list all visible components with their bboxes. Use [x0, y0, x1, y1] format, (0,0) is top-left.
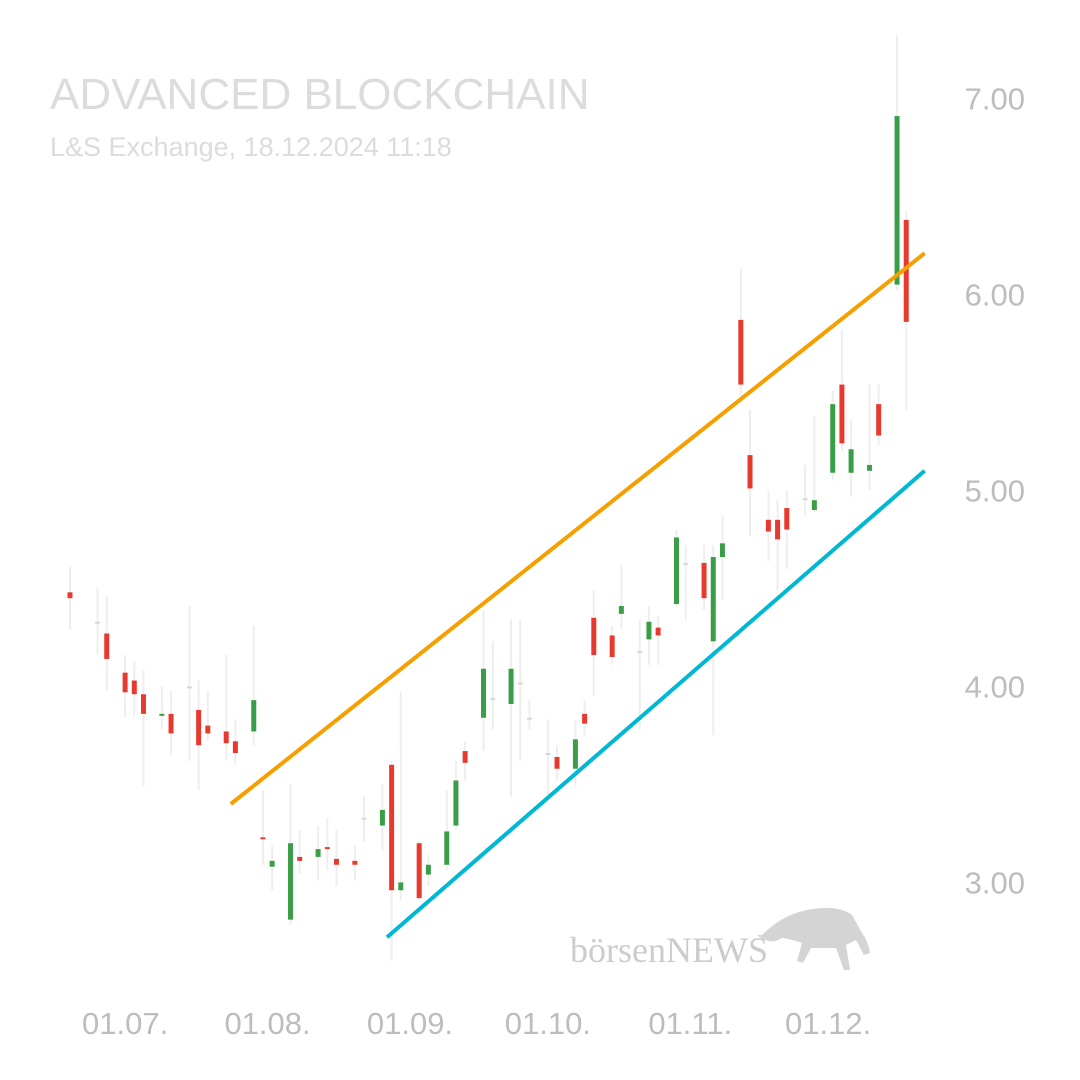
candle-body [848, 449, 854, 473]
candle-body [269, 860, 275, 867]
candle-body [122, 672, 128, 693]
candle-body [352, 860, 358, 865]
candle-body [508, 668, 514, 705]
chart-title: ADVANCED BLOCKCHAIN [50, 70, 590, 119]
candle-body [811, 500, 817, 510]
candle-body [288, 843, 294, 920]
candle-body [582, 713, 588, 724]
candle-body [876, 404, 882, 436]
candle-body [260, 837, 266, 840]
candle-body [389, 764, 395, 891]
candle-body [618, 606, 624, 614]
candle-body [481, 668, 487, 718]
candle-body [517, 682, 523, 685]
candle-body [333, 858, 339, 865]
candle-body [159, 713, 165, 716]
x-tick-label: 01.10. [505, 1006, 591, 1041]
candle-body [425, 864, 431, 875]
candle-body [315, 849, 321, 857]
candle-body [324, 847, 330, 850]
candle-body [802, 498, 808, 501]
trend-line [385, 469, 926, 939]
candle-body [104, 633, 110, 659]
candle-body [205, 725, 211, 734]
candle-body [196, 709, 202, 746]
candle-body [683, 562, 689, 565]
candle-body [903, 219, 909, 322]
x-tick-label: 01.08. [224, 1006, 310, 1041]
candle-body [554, 756, 560, 769]
candle-body [223, 731, 229, 744]
candle-body [297, 856, 303, 861]
candle-body [747, 455, 753, 489]
candle-body [830, 404, 836, 473]
y-tick-label: 7.00 [965, 81, 1025, 116]
candle-body [738, 319, 744, 385]
candle-body [453, 780, 459, 826]
candle-body [710, 557, 716, 642]
candle-body [416, 843, 422, 899]
y-tick-label: 4.00 [965, 669, 1025, 704]
candle-body [591, 617, 597, 656]
x-tick-label: 01.11. [648, 1006, 732, 1041]
candle-body [95, 621, 101, 624]
candle-body [701, 562, 707, 599]
candle-body [251, 700, 257, 732]
candle-body [775, 519, 781, 540]
y-tick-label: 6.00 [965, 277, 1025, 312]
candle-body [545, 753, 551, 756]
candle-body [168, 713, 174, 734]
candle-body [379, 809, 385, 826]
candle-body [140, 694, 146, 714]
candle-body [609, 635, 615, 657]
candle-body [784, 508, 790, 530]
candle-body [444, 831, 450, 865]
candle-body [462, 751, 468, 763]
candle-body [765, 519, 771, 532]
candle-body [646, 621, 652, 640]
candle-body [894, 116, 900, 285]
candle-body [866, 464, 872, 471]
candle-body [186, 686, 192, 689]
watermark-icon [757, 907, 870, 970]
candle-body [673, 537, 679, 605]
candle-body [572, 739, 578, 769]
y-tick-label: 5.00 [965, 473, 1025, 508]
candle-body [398, 882, 404, 891]
candle-body [719, 543, 725, 558]
candle-body [131, 680, 137, 695]
candle-body [839, 384, 845, 444]
x-tick-label: 01.09. [367, 1006, 453, 1041]
candle-body [67, 592, 73, 599]
candle-body [232, 741, 238, 754]
candle-body [361, 817, 367, 820]
x-tick-label: 01.07. [82, 1006, 168, 1041]
candle-body [490, 698, 496, 701]
candle-body [655, 627, 661, 636]
y-tick-label: 3.00 [965, 865, 1025, 900]
candle-body [637, 651, 643, 654]
x-tick-label: 01.12. [785, 1006, 871, 1041]
trend-line [229, 251, 926, 806]
watermark: börsenNEWS [570, 930, 768, 970]
candle-body [526, 717, 532, 720]
chart-subtitle: L&S Exchange, 18.12.2024 11:18 [50, 132, 452, 162]
